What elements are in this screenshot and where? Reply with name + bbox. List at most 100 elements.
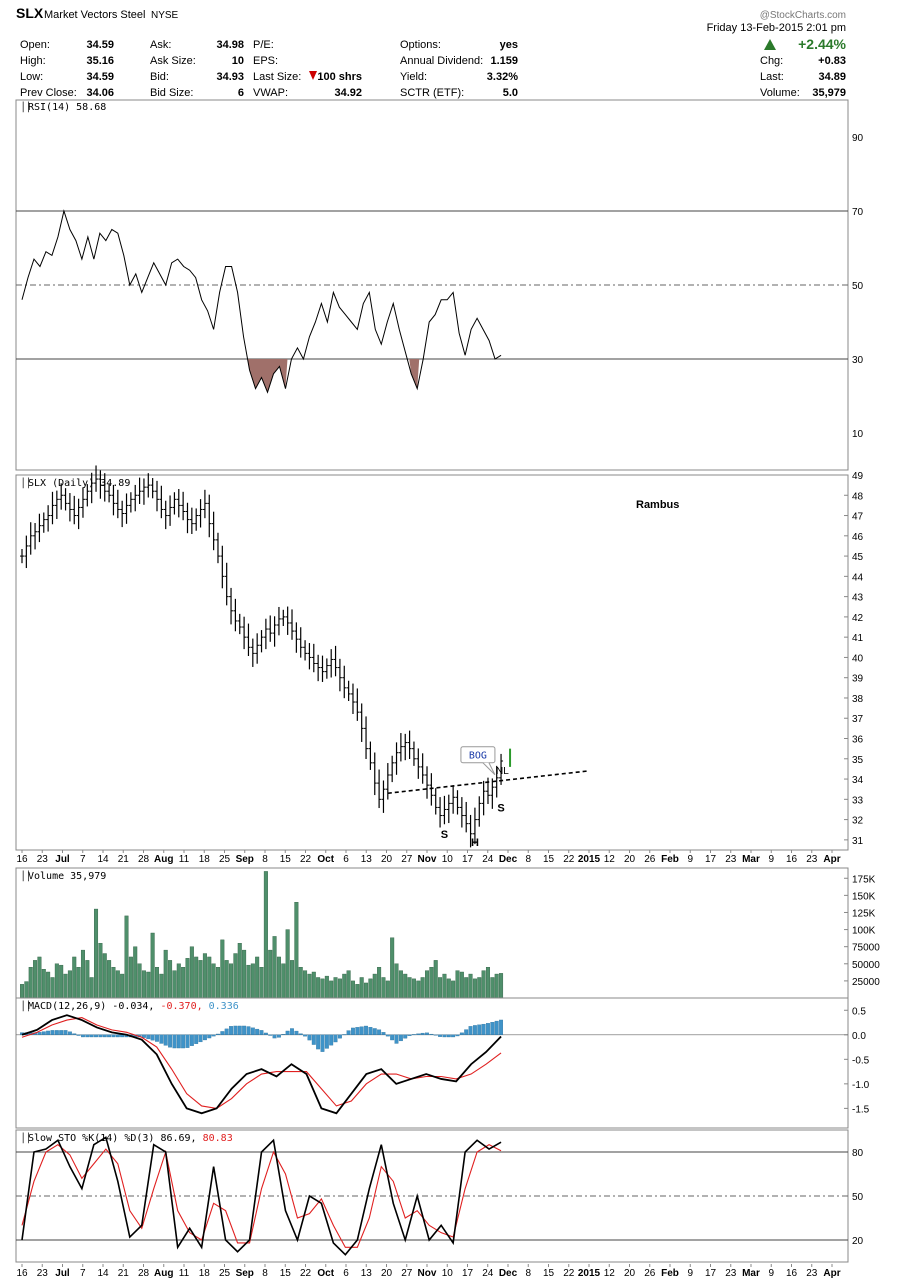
price-bar <box>494 765 499 798</box>
volume-bar <box>33 960 38 999</box>
price-bar <box>80 487 85 518</box>
macd-tick-label: 0.5 <box>852 1006 866 1017</box>
macd-histogram-bar <box>298 1033 303 1035</box>
price-bar <box>411 741 416 766</box>
macd-histogram-bar <box>237 1025 242 1035</box>
x-axis-label: Aug <box>154 1268 173 1279</box>
price-bar <box>455 790 460 815</box>
macd-histogram-bar <box>85 1034 90 1038</box>
price-tick-label: 38 <box>852 694 864 705</box>
macd-histogram-bar <box>499 1019 503 1035</box>
price-bar <box>168 495 173 526</box>
quote-label: Prev Close: <box>20 87 77 99</box>
rsi-tick-label: 30 <box>852 355 864 366</box>
quote-label: Yield: <box>400 71 427 83</box>
volume-tick-label: 75000 <box>852 943 880 954</box>
macd-histogram-bar <box>451 1034 456 1038</box>
macd-histogram-bar <box>63 1030 68 1035</box>
price-bar <box>215 532 220 564</box>
price-bar <box>172 492 177 515</box>
price-bar <box>111 484 116 516</box>
macd-title-label: MACD(12,26,9) <box>28 1001 112 1012</box>
price-bar <box>250 638 255 667</box>
x-axis-label: 18 <box>199 1268 211 1279</box>
volume-bar <box>433 960 438 999</box>
price-bar <box>124 493 129 524</box>
price-bar <box>468 814 473 848</box>
volume-bar <box>394 963 399 999</box>
price-bar <box>259 630 264 653</box>
quote-value: 34.59 <box>86 71 114 83</box>
macd-histogram-bar <box>486 1023 490 1035</box>
volume-tick-label: 100K <box>852 926 876 937</box>
price-bar <box>342 665 347 699</box>
stat-label: Last: <box>760 71 784 83</box>
macd-histogram-bar <box>407 1034 412 1036</box>
volume-bar <box>459 971 464 999</box>
x-axis-label: 22 <box>563 1268 575 1279</box>
quote-label: Options: <box>400 39 441 51</box>
x-axis-label: 16 <box>786 1268 798 1279</box>
macd-title: MACD(12,26,9) -0.034, -0.370, 0.336 <box>28 1001 239 1012</box>
price-bar <box>63 488 68 511</box>
rsi-tick-label: 70 <box>852 207 864 218</box>
macd-histogram-bar <box>155 1034 159 1042</box>
price-tick-label: 44 <box>852 572 864 583</box>
macd-histogram-bar <box>311 1034 316 1045</box>
volume-bar <box>350 980 355 999</box>
volume-bar <box>107 960 112 999</box>
x-axis-label: 17 <box>705 854 717 865</box>
x-axis-label: 9 <box>768 854 774 865</box>
volume-bar <box>202 953 207 999</box>
volume-bar <box>333 977 338 999</box>
volume-bar <box>316 977 321 999</box>
annotation-rambus: Rambus <box>636 499 679 511</box>
price-bar <box>33 523 38 550</box>
quote-label: VWAP: <box>253 87 288 99</box>
macd-tick-label: 0.0 <box>852 1031 866 1042</box>
neckline-label: NL <box>496 766 509 777</box>
macd-histogram-bar <box>490 1022 495 1035</box>
quote-header: SLX Market Vectors Steel NYSE Friday 13-… <box>16 5 847 99</box>
x-axis-label: 26 <box>644 1268 656 1279</box>
macd-histogram-bar <box>385 1034 390 1037</box>
macd-histogram-bar <box>54 1030 59 1035</box>
quote-value: yes <box>500 39 518 51</box>
macd-histogram-bar <box>107 1034 112 1038</box>
price-bar <box>133 484 138 512</box>
volume-bar <box>137 963 142 999</box>
price-bar <box>107 484 112 503</box>
price-bar <box>67 493 72 522</box>
macd-histogram-bar <box>416 1033 421 1035</box>
quote-date: Friday 13-Feb-2015 2:01 pm <box>707 22 846 34</box>
price-bar <box>98 470 103 499</box>
price-bar <box>159 485 164 519</box>
x-axis-label: 22 <box>563 854 575 865</box>
x-axis-label: 12 <box>604 1268 616 1279</box>
volume-bar <box>124 915 129 999</box>
macd-histogram-bar <box>163 1034 168 1046</box>
volume-bar <box>398 970 403 999</box>
price-bar <box>237 613 242 635</box>
price-bar <box>246 623 251 657</box>
volume-bar <box>359 977 364 999</box>
price-bar <box>150 478 155 499</box>
bog-callout-pointer <box>482 762 496 776</box>
price-bar <box>211 511 216 551</box>
price-bar <box>255 633 260 664</box>
price-bar <box>272 616 277 647</box>
price-bar <box>420 753 425 784</box>
volume-bar <box>128 956 133 999</box>
volume-bar <box>285 929 290 999</box>
x-axis-label: 20 <box>624 854 636 865</box>
x-axis-label: 17 <box>462 854 474 865</box>
price-bar <box>381 780 386 813</box>
quote-value: 34.06 <box>86 87 114 99</box>
macd-histogram-bar <box>394 1034 399 1044</box>
price-tick-label: 40 <box>852 653 864 664</box>
price-tick-label: 49 <box>852 471 864 482</box>
volume-tick-label: 175K <box>852 874 876 885</box>
macd-histogram-bar <box>146 1034 151 1040</box>
x-axis-label: Nov <box>418 1268 437 1279</box>
macd-histogram-bar <box>411 1034 416 1036</box>
